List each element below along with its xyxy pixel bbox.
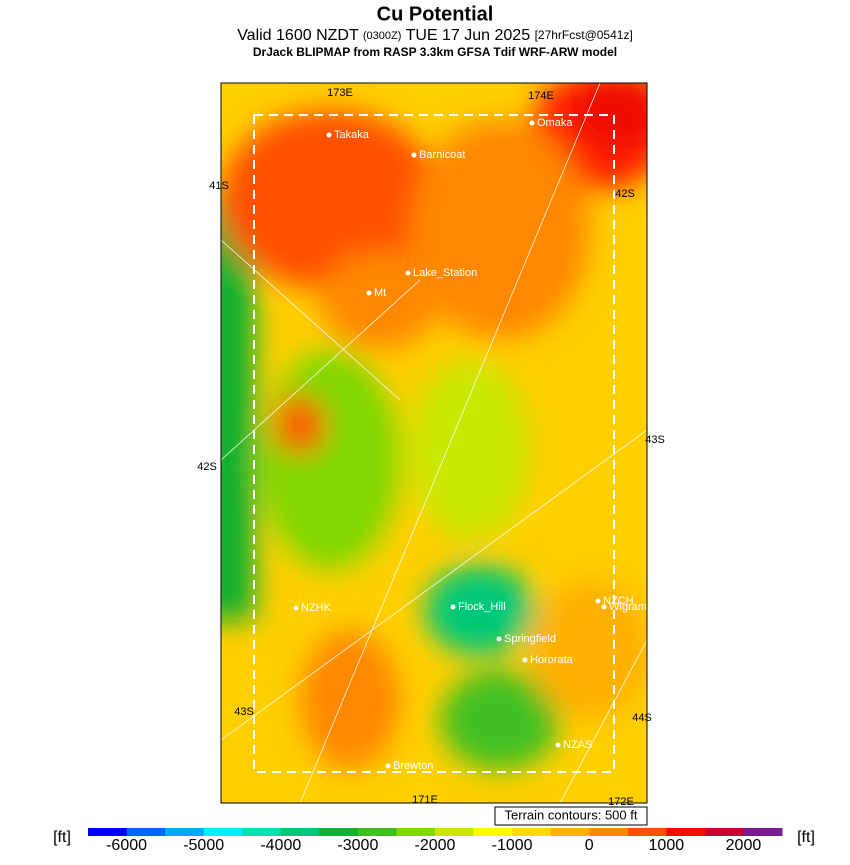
grid-label: 43S xyxy=(645,434,665,446)
place-dot xyxy=(366,290,372,296)
colorbar-tick-label: 1000 xyxy=(649,837,685,854)
place-dot xyxy=(595,598,601,604)
place-label: Brewton xyxy=(393,760,433,772)
place-label: Wigram xyxy=(609,601,647,613)
place-label: NZCH xyxy=(603,595,634,607)
colorbar-tick-label: -5000 xyxy=(183,837,224,854)
colorbar-swatch xyxy=(743,828,783,836)
colorbar-swatch xyxy=(88,828,128,836)
grid-label: 42S xyxy=(615,188,635,200)
terrain-note: Terrain contours: 500 ft xyxy=(505,807,638,822)
place-label: Springfield xyxy=(504,633,556,645)
place-label: Hororata xyxy=(530,654,574,666)
colorbar-swatch xyxy=(550,828,590,836)
map-frame xyxy=(220,82,648,804)
place-label: Flock_Hill xyxy=(458,601,506,613)
grid-label: 43S xyxy=(234,706,254,718)
colorbar-tick-label: -3000 xyxy=(337,837,378,854)
place-label: NZAS xyxy=(563,739,592,751)
place-label: NZHK xyxy=(301,602,332,614)
place-label: Takaka xyxy=(334,129,370,141)
place-dot xyxy=(496,636,502,642)
colorbar-tick-label: 0 xyxy=(585,837,594,854)
colorbar-unit: [ft] xyxy=(797,829,815,846)
forecast: [27hrFcst@0541z] xyxy=(535,28,633,42)
place-dot xyxy=(601,604,607,610)
colorbar-tick-label: -2000 xyxy=(415,837,456,854)
colorbar-swatch xyxy=(203,828,243,836)
colorbar-swatch xyxy=(396,828,436,836)
colorbar-tick-label: -4000 xyxy=(260,837,301,854)
place-dot xyxy=(385,763,391,769)
grid-label: 174E xyxy=(528,90,554,102)
place-dot xyxy=(293,605,299,611)
map-field xyxy=(221,83,647,803)
colorbar-swatch xyxy=(165,828,205,836)
subtitle: Valid 1600 NZDT (0300Z) TUE 17 Jun 2025 … xyxy=(237,27,633,44)
colorbar-tick-label: -1000 xyxy=(492,837,533,854)
grid-label: 44S xyxy=(632,712,652,724)
colorbar-swatch xyxy=(704,828,744,836)
colorbar-swatch xyxy=(319,828,359,836)
place-dot xyxy=(555,742,561,748)
place-label: Mt xyxy=(374,287,386,299)
colorbar-swatch xyxy=(473,828,513,836)
colorbar-swatch xyxy=(126,828,166,836)
grid-label: 172E xyxy=(608,796,634,808)
grid-label: 171E xyxy=(412,794,438,806)
colorbar-unit: [ft] xyxy=(53,829,71,846)
title: Cu Potential xyxy=(377,3,494,25)
place-dot xyxy=(411,152,417,158)
colorbar-swatch xyxy=(280,828,320,836)
colorbar-swatch xyxy=(357,828,397,836)
place-dot xyxy=(522,657,528,663)
place-dot xyxy=(450,604,456,610)
colorbar-swatch xyxy=(627,828,667,836)
place-dot xyxy=(529,120,535,126)
grid-label: 42S xyxy=(197,461,217,473)
place-label: Lake_Station xyxy=(413,267,477,279)
colorbar-tick-label: -6000 xyxy=(106,837,147,854)
model: DrJack BLIPMAP from RASP 3.3km GFSA Tdif… xyxy=(253,45,617,59)
place-label: Omaka xyxy=(537,117,573,129)
colorbar-swatch xyxy=(435,828,475,836)
colorbar-tick-label: 2000 xyxy=(726,837,762,854)
utc: (0300Z) xyxy=(363,30,402,42)
grid-label: 173E xyxy=(327,87,353,99)
place-label: Barnicoat xyxy=(419,149,465,161)
place-dot xyxy=(405,270,411,276)
place-dot xyxy=(326,132,332,138)
colorbar-swatch xyxy=(512,828,552,836)
valid: Valid 1600 NZDT xyxy=(237,27,359,44)
colorbar-swatch xyxy=(666,828,706,836)
grid-label: 41S xyxy=(209,180,229,192)
colorbar-swatch xyxy=(589,828,629,836)
colorbar-swatch xyxy=(242,828,282,836)
terrain-box xyxy=(494,806,648,826)
date: TUE 17 Jun 2025 xyxy=(406,27,531,44)
